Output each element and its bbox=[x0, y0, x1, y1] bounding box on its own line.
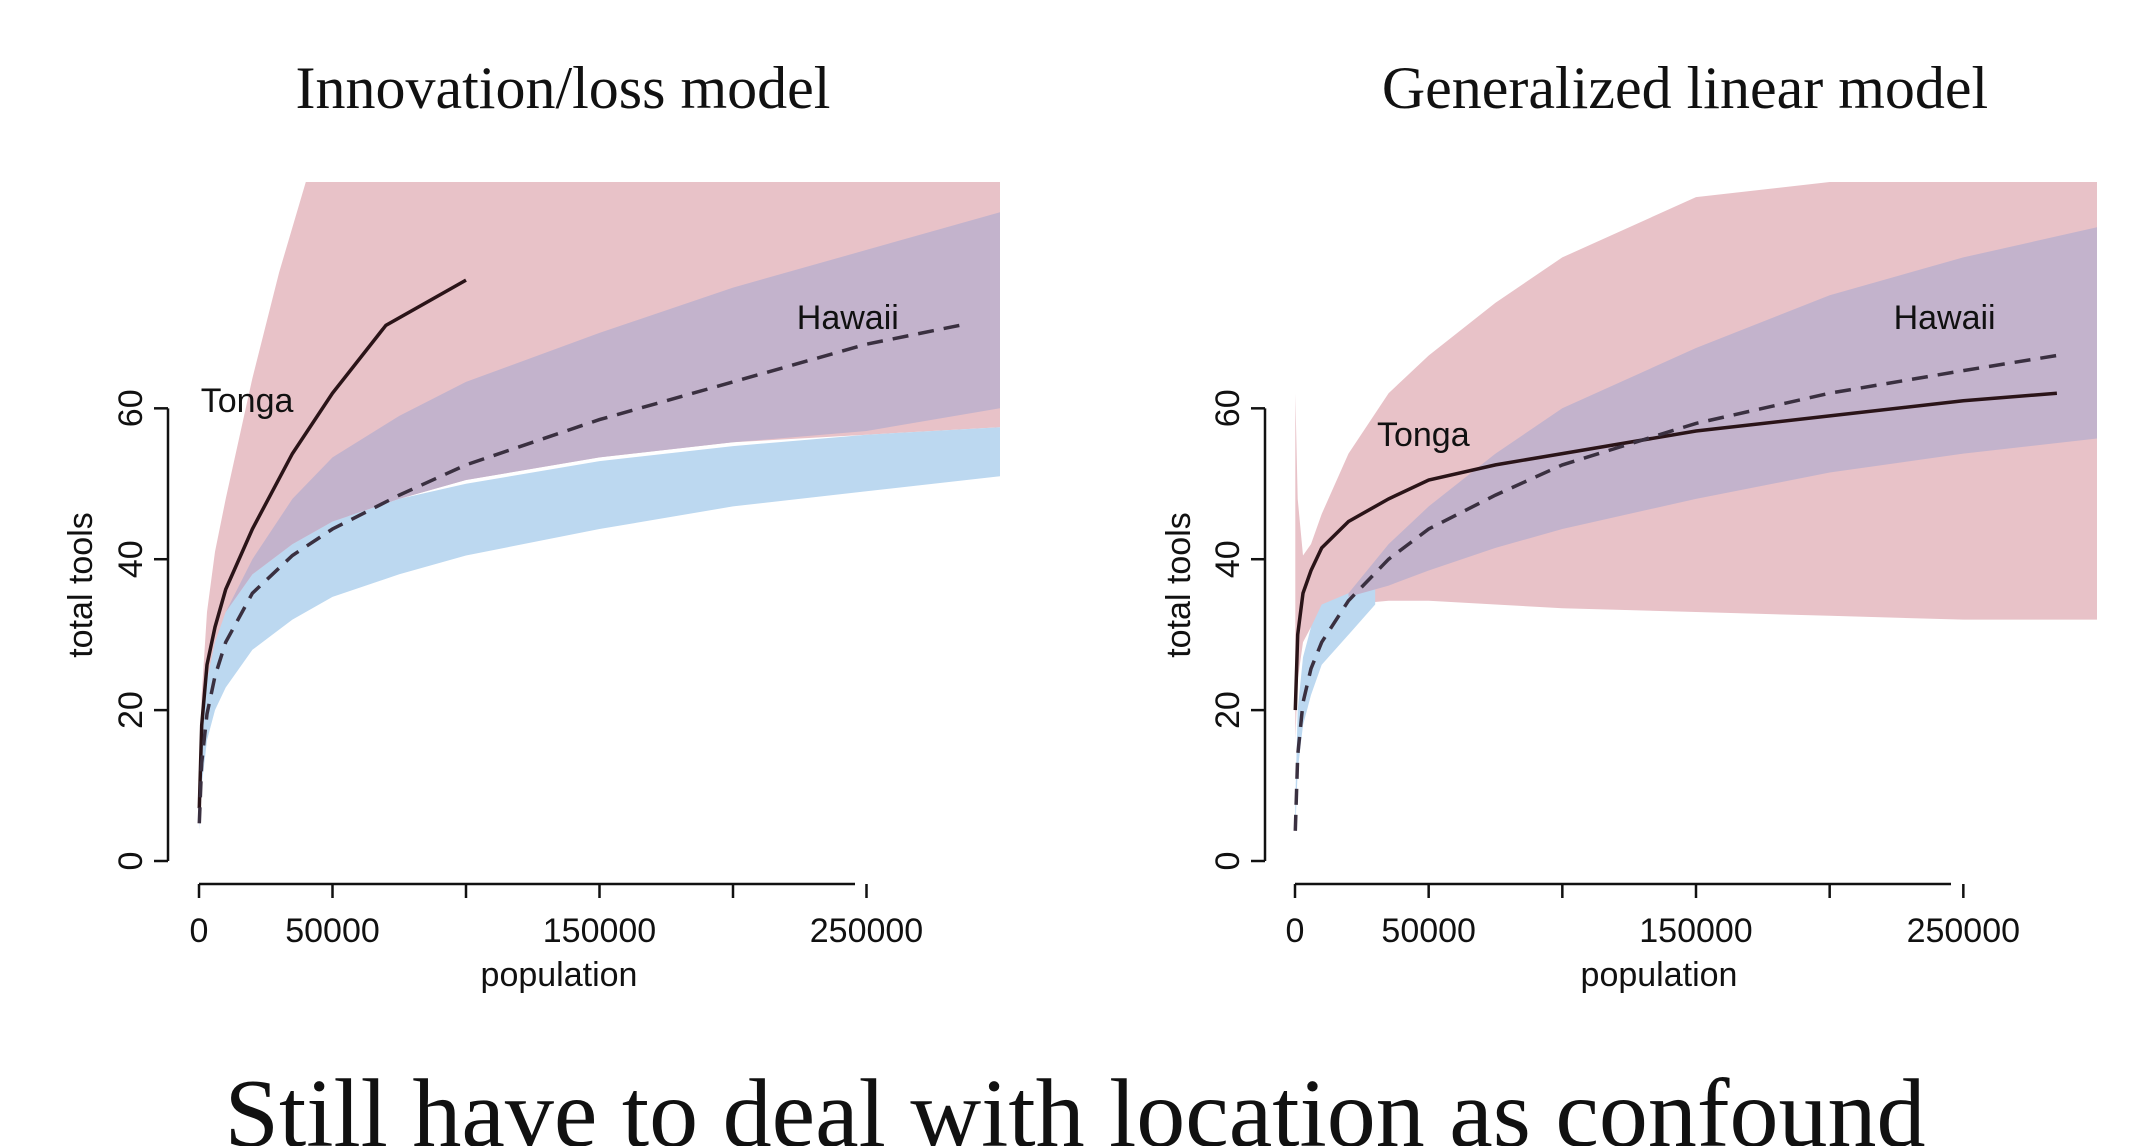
plot-area: 0 20 40 60 0 50000 150000 250000 Tonga Hawaii bbox=[112, 182, 1001, 950]
y-tick-label: 0 bbox=[1209, 852, 1247, 871]
chart-title: Innovation/loss model bbox=[296, 55, 831, 121]
annotation-hawaii: Hawaii bbox=[797, 299, 899, 337]
y-tick-label: 60 bbox=[112, 389, 150, 427]
x-tick-label: 50000 bbox=[1381, 912, 1476, 950]
x-tick-label: 50000 bbox=[285, 912, 380, 950]
annotation-tonga: Tonga bbox=[1377, 416, 1470, 454]
slide-caption: Still have to deal with location as conf… bbox=[224, 1060, 1925, 1146]
solid-prediction-line bbox=[197, 278, 467, 809]
prediction-band-overlap bbox=[225, 212, 1000, 612]
x-axis-label: population bbox=[481, 956, 638, 994]
x-tick-label: 150000 bbox=[1639, 912, 1752, 950]
panel-glm: Generalized linear model 0 20 40 60 0 50000 15… bbox=[1160, 55, 2097, 994]
x-tick-label: 250000 bbox=[810, 912, 923, 950]
annotation-hawaii: Hawaii bbox=[1894, 299, 1996, 337]
dashed-prediction-line bbox=[197, 323, 961, 824]
dashed-prediction-line bbox=[1293, 353, 2058, 831]
x-tick-label: 0 bbox=[190, 912, 209, 950]
y-tick-label: 60 bbox=[1209, 389, 1247, 427]
plot-area: 0 20 40 60 0 50000 150000 250000 Tonga Hawaii bbox=[1209, 182, 2097, 950]
y-axis-label: total tools bbox=[62, 512, 100, 658]
x-axis-label: population bbox=[1581, 956, 1738, 994]
annotation-tonga: Tonga bbox=[201, 382, 294, 420]
prediction-band-blue bbox=[199, 427, 1001, 831]
x-tick-label: 150000 bbox=[543, 912, 656, 950]
y-axis-label: total tools bbox=[1160, 512, 1198, 658]
x-tick-label: 0 bbox=[1286, 912, 1305, 950]
panel-innovation-loss: Innovation/loss model 0 20 40 60 0 50000 15000… bbox=[62, 55, 1001, 994]
chart-title: Generalized linear model bbox=[1382, 55, 1988, 121]
y-tick-label: 0 bbox=[112, 852, 150, 871]
prediction-band-overlap bbox=[1348, 227, 2097, 597]
y-tick-label: 40 bbox=[1209, 540, 1247, 578]
y-tick-label: 20 bbox=[112, 691, 150, 729]
solid-prediction-line bbox=[1293, 391, 2058, 711]
y-tick-label: 20 bbox=[1209, 691, 1247, 729]
prediction-band-blue bbox=[1295, 589, 1376, 831]
y-tick-label: 40 bbox=[112, 540, 150, 578]
x-tick-label: 250000 bbox=[1907, 912, 2020, 950]
